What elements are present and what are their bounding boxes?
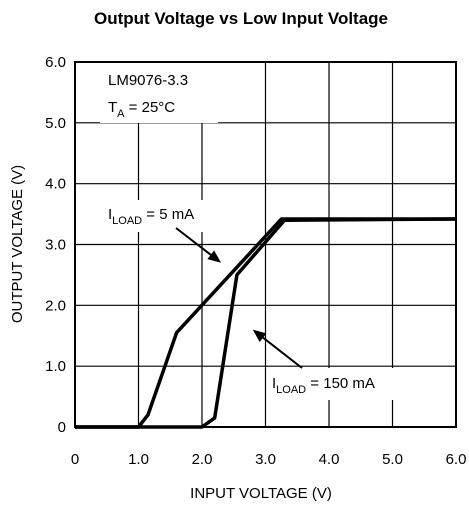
x-tick-label: 1.0 xyxy=(128,451,149,468)
device-label-mask xyxy=(100,63,218,123)
y-tick-label: 4.0 xyxy=(45,176,66,193)
device-label: LM9076-3.3 xyxy=(108,72,188,89)
y-tick-label: 0 xyxy=(58,419,66,436)
plot-frame xyxy=(74,61,457,428)
x-tick-label: 4.0 xyxy=(319,451,340,468)
temperature-label: TA = 25°C xyxy=(108,99,175,120)
x-tick-label: 2.0 xyxy=(192,451,213,468)
arrow-head xyxy=(207,250,222,263)
y-tick-label: 2.0 xyxy=(45,297,66,314)
arrow-shaft xyxy=(175,227,212,256)
x-tick-label: 3.0 xyxy=(255,451,276,468)
x-tick-label: 0 xyxy=(71,451,79,468)
annotation-arrows xyxy=(175,227,303,369)
x-axis-label: INPUT VOLTAGE (V) xyxy=(190,485,332,502)
chart-title: Output Voltage vs Low Input Voltage xyxy=(94,9,388,28)
iload150-label-mask xyxy=(268,368,416,400)
y-tick-labels: 0 1.0 2.0 3.0 4.0 5.0 6.0 xyxy=(45,54,66,436)
y-tick-label: 3.0 xyxy=(45,237,66,254)
x-tick-label: 5.0 xyxy=(382,451,403,468)
x-tick-label: 6.0 xyxy=(446,451,467,468)
y-axis-label: OUTPUT VOLTAGE (V) xyxy=(9,165,26,323)
arrow-head xyxy=(252,329,267,342)
y-tick-label: 1.0 xyxy=(45,358,66,375)
iload-150ma-label: ILOAD = 150 mA xyxy=(272,375,375,396)
arrow-shaft xyxy=(262,336,303,369)
iload5-label-mask xyxy=(104,200,252,232)
x-tick-labels: 0 1.0 2.0 3.0 4.0 5.0 6.0 xyxy=(71,451,467,468)
y-tick-label: 5.0 xyxy=(45,115,66,132)
y-tick-label: 6.0 xyxy=(45,54,66,71)
iload-5ma-label: ILOAD = 5 mA xyxy=(108,206,194,227)
